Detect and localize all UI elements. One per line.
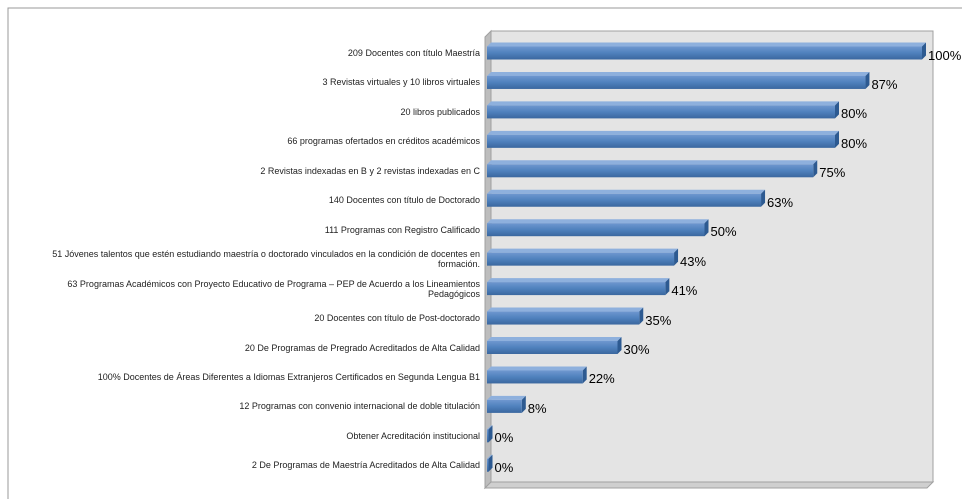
- category-label: 209 Docentes con título Maestría: [347, 48, 480, 58]
- bar: [487, 219, 709, 237]
- bar-side: [835, 130, 839, 148]
- category-label: Obtener Acreditación institucional: [346, 430, 480, 441]
- bar: [487, 337, 622, 354]
- frame: [7, 7, 962, 499]
- bar-front: [487, 282, 666, 296]
- bar-top: [487, 454, 493, 459]
- bar-side: [639, 307, 644, 325]
- category-label: 20 libros publicados: [400, 106, 480, 117]
- category-label: 63 Programas Académicos con Proyecto Edu…: [67, 278, 480, 299]
- bar: [487, 248, 679, 266]
- bar: [487, 454, 493, 472]
- category-label: 3 Revistas virtuales y 10 libros virtual…: [322, 77, 480, 88]
- bar-side: [617, 337, 622, 354]
- bar-front: [487, 399, 522, 413]
- bar: [487, 42, 926, 60]
- bar-front: [487, 105, 835, 119]
- bar: [487, 278, 670, 296]
- bar: [487, 160, 818, 178]
- bar-top: [487, 160, 818, 165]
- bar-top: [487, 337, 622, 341]
- bar-top: [487, 189, 766, 194]
- bar-top: [487, 395, 526, 400]
- bar-front: [487, 429, 489, 443]
- category-label: 12 Programas con convenio internacional …: [239, 401, 480, 412]
- category-label: 2 De Programas de Maestría Acreditados d…: [251, 460, 480, 471]
- value-label: 100%: [928, 47, 962, 63]
- bar-side: [521, 395, 526, 413]
- value-label: 75%: [819, 165, 846, 181]
- bar-front: [487, 193, 762, 207]
- category-label: 51 Jóvenes talentos que estén estudiando…: [52, 249, 480, 270]
- floor: [483, 481, 935, 489]
- category-label: 111 Programas con Registro Calificado: [324, 224, 480, 235]
- bar-top: [487, 248, 679, 253]
- value-label: 30%: [623, 342, 650, 357]
- bar-top: [487, 219, 709, 224]
- bar-front: [487, 370, 583, 384]
- value-label: 43%: [680, 253, 707, 269]
- value-label: 22%: [588, 371, 615, 387]
- bar-side: [761, 189, 766, 207]
- category-label: 66 programas ofertados en créditos acadé…: [287, 136, 480, 147]
- bar: [487, 130, 839, 148]
- value-label: 50%: [710, 224, 737, 240]
- value-label: 80%: [841, 106, 868, 122]
- bar: [487, 366, 587, 384]
- bar: [487, 307, 644, 325]
- bar: [487, 71, 870, 89]
- value-label: 0%: [494, 459, 514, 475]
- bar-top: [487, 130, 839, 135]
- category-label: 140 Docentes con título de Doctorado: [328, 195, 480, 206]
- bar-top: [487, 278, 670, 283]
- bar: [487, 425, 493, 443]
- value-label: 87%: [871, 76, 898, 92]
- bar-side: [704, 219, 709, 237]
- bar-side: [582, 366, 587, 384]
- bar-side: [674, 248, 679, 266]
- bar-side: [865, 71, 870, 89]
- category-label: 100% Docentes de Áreas Diferentes a Idio…: [97, 371, 480, 382]
- bar-front: [487, 311, 640, 325]
- bar-top: [487, 307, 644, 312]
- bar-side: [665, 278, 670, 296]
- bar-top: [487, 366, 587, 371]
- bar-front: [487, 341, 618, 354]
- value-label: 8%: [527, 400, 547, 416]
- category-label: 2 Revistas indexadas en B y 2 revistas i…: [260, 165, 480, 176]
- value-label: 35%: [645, 312, 672, 328]
- value-label: 0%: [494, 430, 514, 446]
- bar: [487, 395, 526, 413]
- bar-top: [487, 71, 870, 76]
- bar-front: [487, 46, 922, 60]
- bar-front: [487, 134, 835, 148]
- bar-top: [487, 42, 926, 47]
- bar-front: [487, 252, 675, 266]
- bar-top: [487, 101, 839, 106]
- bar: [487, 189, 766, 207]
- value-label: 63%: [767, 194, 794, 210]
- bar-side: [835, 101, 839, 119]
- bar-side: [488, 425, 493, 443]
- bar-top: [487, 425, 493, 430]
- category-label: 20 De Programas de Pregrado Acreditados …: [244, 342, 480, 353]
- bar-front: [487, 164, 814, 178]
- category-label: 20 Docentes con título de Post-doctorado: [314, 313, 480, 324]
- bar: [487, 101, 839, 119]
- bar-front: [487, 223, 705, 237]
- bar-front: [487, 458, 489, 472]
- bar-front: [487, 75, 866, 89]
- bar-side: [922, 42, 926, 60]
- value-label: 41%: [671, 283, 698, 299]
- bar-side: [813, 160, 818, 178]
- bar-side: [488, 454, 493, 472]
- value-label: 80%: [841, 135, 868, 151]
